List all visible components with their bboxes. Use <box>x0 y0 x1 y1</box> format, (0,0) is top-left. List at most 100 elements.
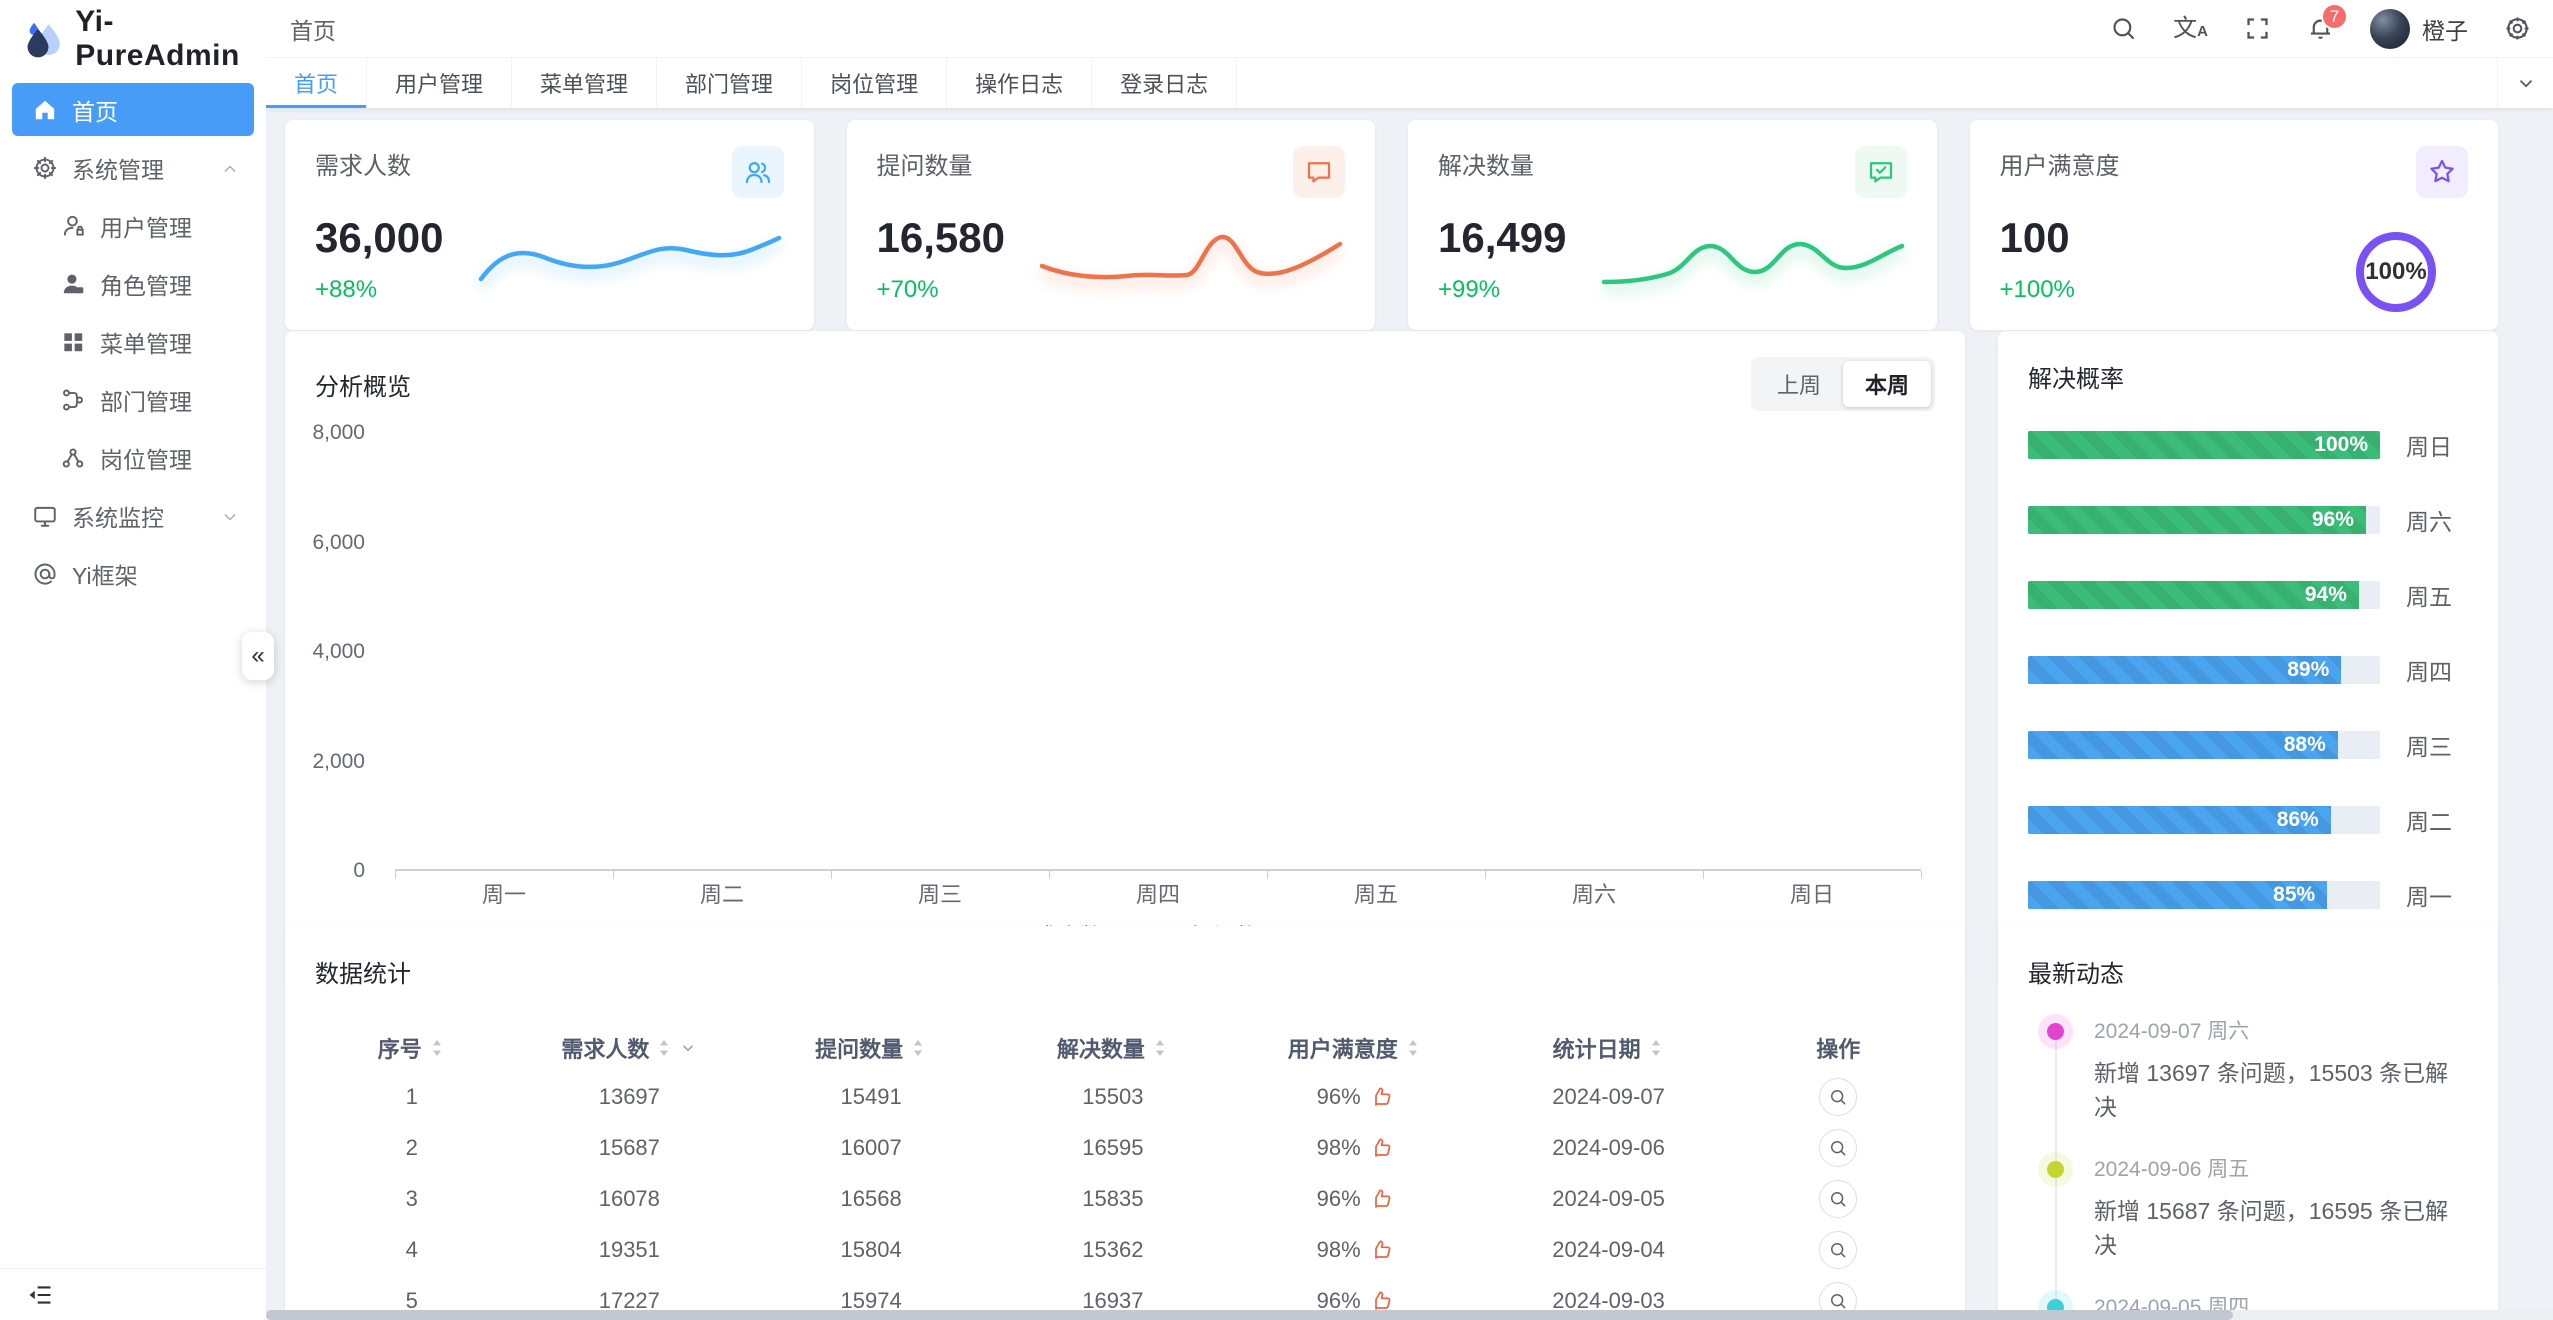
filter-chevron-icon[interactable] <box>679 1039 697 1057</box>
sort-carets-icon[interactable] <box>1404 1037 1422 1059</box>
search-icon[interactable] <box>2110 15 2137 42</box>
fullscreen-icon[interactable] <box>2244 15 2271 42</box>
thumb-up-icon <box>1369 1289 1393 1313</box>
sidebar-item-label: 系统监控 <box>72 504 164 531</box>
stat-card-title: 解决数量 <box>1438 153 1534 180</box>
sidebar-item-岗位管理[interactable]: 岗位管理 <box>12 431 254 484</box>
column-label: 提问数量 <box>815 1037 904 1062</box>
progress-percent: 89% <box>2287 658 2330 681</box>
tab-用户管理[interactable]: 用户管理 <box>367 58 513 108</box>
sparkline <box>1037 224 1347 304</box>
tab-操作日志[interactable]: 操作日志 <box>947 58 1093 108</box>
sparkline <box>476 224 786 304</box>
table-cell: 19351 <box>598 1236 660 1262</box>
toggle-本周[interactable]: 本周 <box>1842 361 1931 407</box>
view-detail-button[interactable] <box>1819 1230 1858 1269</box>
satisfaction-value: 98% <box>1316 1134 1361 1160</box>
bar-chart: 0 2,000 4,000 6,000 8,000 周一 周二 周三 周四 周五 周六 周日 <box>312 419 1935 915</box>
stat-card-value: 16,580 <box>876 214 1005 261</box>
table-cell: 2 <box>405 1134 418 1160</box>
sort-carets-icon[interactable] <box>428 1037 446 1059</box>
table-cell: 3 <box>405 1185 418 1211</box>
sidebar-item-部门管理[interactable]: 部门管理 <box>12 373 254 426</box>
satisfaction-cell: 98% <box>1234 1237 1476 1263</box>
table-cell: 1 <box>405 1083 418 1109</box>
translate-icon[interactable]: 文A <box>2173 14 2208 42</box>
collapse-sidebar-icon[interactable] <box>26 1281 54 1309</box>
stat-card-head: 需求人数 <box>315 146 784 198</box>
tab-岗位管理[interactable]: 岗位管理 <box>802 58 948 108</box>
tab-菜单管理[interactable]: 菜单管理 <box>512 58 658 108</box>
x-tick-label: 周一 <box>481 882 527 907</box>
table-row: 1 13697 15491 15503 96% 2024-09-07 <box>315 1071 1935 1122</box>
satisfaction-cell: 96% <box>1234 1288 1476 1314</box>
settings-gear-icon[interactable] <box>2504 15 2531 42</box>
view-detail-button[interactable] <box>1819 1179 1858 1218</box>
solve-rate-panel: 解决概率 100% 周日 96% 周六 94% 周五 89% 周四 88% 周三 86% 周二 85% 周… <box>1998 331 2498 981</box>
table-cell: 16007 <box>840 1134 902 1160</box>
table-row: 5 17227 15974 16937 96% 2024-09-03 <box>315 1275 1935 1320</box>
axis-tick <box>613 871 614 879</box>
stat-card-需求人数: 需求人数 36,000 +88% <box>285 120 814 330</box>
chart-plot <box>395 433 1922 879</box>
progress-fill: 89% <box>2028 656 2341 684</box>
notifications-bell-icon[interactable]: 7 <box>2307 3 2348 42</box>
app-title: Yi-PureAdmin <box>75 5 240 72</box>
sort-carets-icon[interactable] <box>909 1037 927 1059</box>
sidebar-item-菜单管理[interactable]: 菜单管理 <box>12 315 254 368</box>
tab-部门管理[interactable]: 部门管理 <box>657 58 803 108</box>
horizontal-scrollbar[interactable] <box>266 1310 2553 1320</box>
toggle-上周[interactable]: 上周 <box>1776 373 1821 398</box>
stat-card-delta: +88% <box>315 276 378 303</box>
table-cell: 15835 <box>1082 1185 1144 1211</box>
y-axis: 0 2,000 4,000 6,000 8,000 <box>312 421 379 882</box>
tabs-dropdown-button[interactable] <box>2497 58 2553 108</box>
chevron-up-icon <box>220 158 240 178</box>
analysis-title: 分析概览 <box>315 373 411 401</box>
sort-carets-icon[interactable] <box>1647 1037 1665 1059</box>
stat-card-title: 用户满意度 <box>1999 153 2120 180</box>
tab-登录日志[interactable]: 登录日志 <box>1092 58 1238 108</box>
user-filled-icon <box>60 271 86 297</box>
tab-首页[interactable]: 首页 <box>266 58 368 108</box>
table-cell: 15503 <box>1082 1083 1144 1109</box>
solve-rate-row-周日: 100% 周日 <box>2028 428 2468 462</box>
stat-card-title: 提问数量 <box>876 153 973 180</box>
progress-percent: 94% <box>2304 583 2347 606</box>
logo[interactable]: Yi-PureAdmin <box>0 0 266 78</box>
sidebar-item-首页[interactable]: 首页 <box>12 83 254 136</box>
scrollbar-thumb[interactable] <box>266 1310 2233 1320</box>
thumb-up-icon <box>1369 1136 1393 1160</box>
sort-carets-icon[interactable] <box>655 1037 673 1059</box>
table-cell: 16937 <box>1082 1287 1144 1313</box>
x-axis: 周一 周二 周三 周四 周五 周六 周日 <box>395 877 1921 907</box>
axis-tick <box>395 871 396 879</box>
solve-rate-row-周三: 88% 周三 <box>2028 728 2468 762</box>
table-cell: 4 <box>405 1236 418 1262</box>
column-header-需求人数: 需求人数 <box>508 1032 750 1064</box>
table-cell: 15491 <box>840 1083 902 1109</box>
sidebar-collapse-handle[interactable]: « <box>242 632 274 680</box>
view-detail-button[interactable] <box>1819 1128 1858 1167</box>
stats-table-title: 数据统计 <box>315 961 411 988</box>
user-menu[interactable]: 橙子 <box>2370 8 2468 49</box>
sidebar-item-系统管理[interactable]: 系统管理 <box>12 141 254 194</box>
star-icon <box>2416 146 2468 198</box>
progress-percent: 100% <box>2314 433 2368 456</box>
sidebar-item-系统监控[interactable]: 系统监控 <box>12 489 254 542</box>
progress-day-label: 周三 <box>2406 734 2452 760</box>
column-label: 统计日期 <box>1552 1037 1641 1062</box>
nodes-icon <box>60 445 86 471</box>
sidebar-item-角色管理[interactable]: 角色管理 <box>12 257 254 310</box>
sidebar-item-Yi框架[interactable]: Yi框架 <box>12 547 254 600</box>
main-area: 首页 文A 7 橙子 <box>266 0 2553 1320</box>
column-header-序号: 序号 <box>315 1032 508 1064</box>
breadcrumb[interactable]: 首页 <box>290 17 336 44</box>
column-label: 解决数量 <box>1056 1037 1145 1062</box>
sort-carets-icon[interactable] <box>1151 1037 1169 1059</box>
timeline-date: 2024-09-07 周六 <box>2094 1020 2250 1043</box>
view-detail-button[interactable] <box>1819 1077 1858 1116</box>
sidebar-item-用户管理[interactable]: 用户管理 <box>12 199 254 252</box>
solve-rate-row-周一: 85% 周一 <box>2028 878 2468 912</box>
timeline-text: 新增 13697 条问题，15503 条已解决 <box>2094 1060 2449 1120</box>
